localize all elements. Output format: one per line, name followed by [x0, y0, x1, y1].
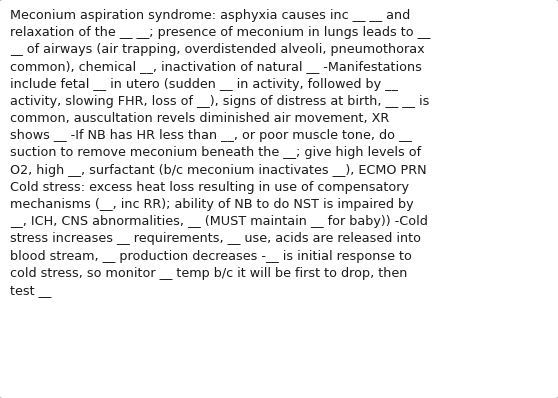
- Text: Meconium aspiration syndrome: asphyxia causes inc __ __ and
relaxation of the __: Meconium aspiration syndrome: asphyxia c…: [10, 9, 430, 297]
